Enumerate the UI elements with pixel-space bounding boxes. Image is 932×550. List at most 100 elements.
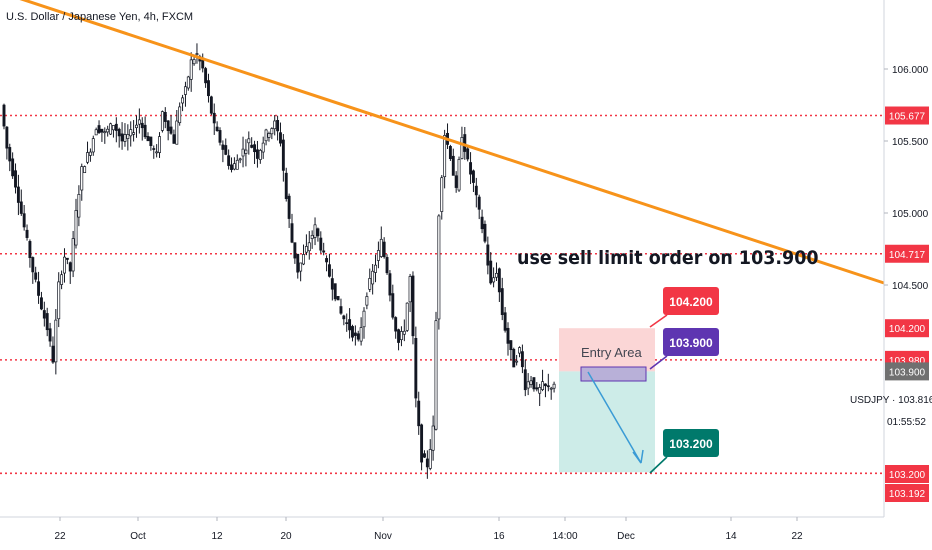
candle [117,127,121,148]
candle-body [506,327,510,344]
candle [477,194,481,220]
callout-box[interactable] [663,429,719,457]
time-scale[interactable]: 22 Oct 12 20 Nov 16 14:00 Dec 14 22 [0,516,884,542]
candle-body [503,312,507,331]
callout-target[interactable]: 103.200 [649,429,719,474]
callout-leader-line [649,355,668,370]
candle [255,140,259,168]
price-tag-label: 103.200 [889,470,926,481]
callout-entry[interactable]: 103.900 [649,328,719,370]
candle-body [469,162,473,175]
candle [126,124,130,151]
candle [238,157,242,164]
candle [466,146,470,162]
candle [8,143,12,172]
candle [448,144,452,161]
price-tag-bg [885,484,929,502]
candle [270,127,274,140]
candle [54,309,58,375]
candle-body [152,148,156,150]
candle [469,152,473,185]
candle [155,144,159,158]
candle [541,369,545,392]
callout-box[interactable] [663,328,719,356]
candle-body [189,59,193,80]
candle-body [483,223,487,242]
candle-body [186,76,190,89]
time-tick-label: 20 [280,531,292,542]
candle [391,284,395,320]
candle [71,230,75,278]
candle-body [463,134,467,152]
candle [538,383,542,407]
price-callouts[interactable]: 104.200 103.900 103.200 [649,287,719,474]
entry-group[interactable]: Entry Area [580,345,647,464]
candle-body [342,315,346,320]
entry-area-box[interactable] [580,366,647,382]
candle [428,439,432,471]
candle-body [538,387,542,394]
price-scale[interactable]: 106.000 105.500 105.000 104.500 105.677 104.… [883,0,932,517]
candle [166,120,170,141]
candle-body [2,104,6,127]
candle-body [279,132,282,144]
callout-stop[interactable]: 104.200 [649,287,719,328]
descending-trend-line[interactable] [0,0,885,285]
time-tick-label: 22 [791,531,803,542]
candle-body [106,128,110,133]
candle [333,283,337,302]
candle [123,123,127,147]
candle [509,340,513,361]
candle [365,292,369,310]
candle [451,148,455,176]
symbol-ticker: USDJPY [850,395,890,406]
candle [273,115,277,136]
candle [411,271,415,345]
candle [287,193,291,228]
candle [149,136,153,151]
candle [304,234,308,256]
time-tick-label: Dec [617,531,635,542]
candle [385,254,389,275]
candle [529,375,533,388]
candle [106,125,110,137]
candle-body [333,283,337,300]
candle-body [353,332,357,336]
price-tag: 103.200 [885,465,929,483]
time-tick-label: 22 [54,531,66,542]
candle-body [509,340,513,351]
candle-body [28,241,32,259]
candle-body [399,331,403,341]
candle-body [74,210,78,246]
candle-body [183,86,187,95]
take-profit-zone [559,371,655,473]
candle [204,66,208,88]
candle [209,95,213,116]
candle [279,122,282,147]
candle [402,319,406,342]
arrow-head-icon [632,449,644,464]
candle [146,132,150,142]
candle-body [362,310,366,328]
candle [532,377,536,392]
candle-body [143,124,147,138]
trend-line-layer[interactable] [0,0,885,285]
candle-body [11,158,15,177]
candle-body [77,194,81,218]
candle [440,175,444,220]
candle [351,324,354,342]
candle-body [34,272,38,280]
callout-box[interactable] [663,287,719,315]
symbol-sep: · [889,395,898,406]
candle-body [57,281,61,320]
candle-body [209,96,213,114]
candle [137,108,141,134]
plot-area[interactable] [0,0,884,517]
callout-label: 103.200 [669,437,713,451]
candle-body [117,128,121,137]
candle [57,272,61,328]
candle-body [261,142,265,153]
candle-body [431,425,435,451]
candle-body [169,126,173,134]
